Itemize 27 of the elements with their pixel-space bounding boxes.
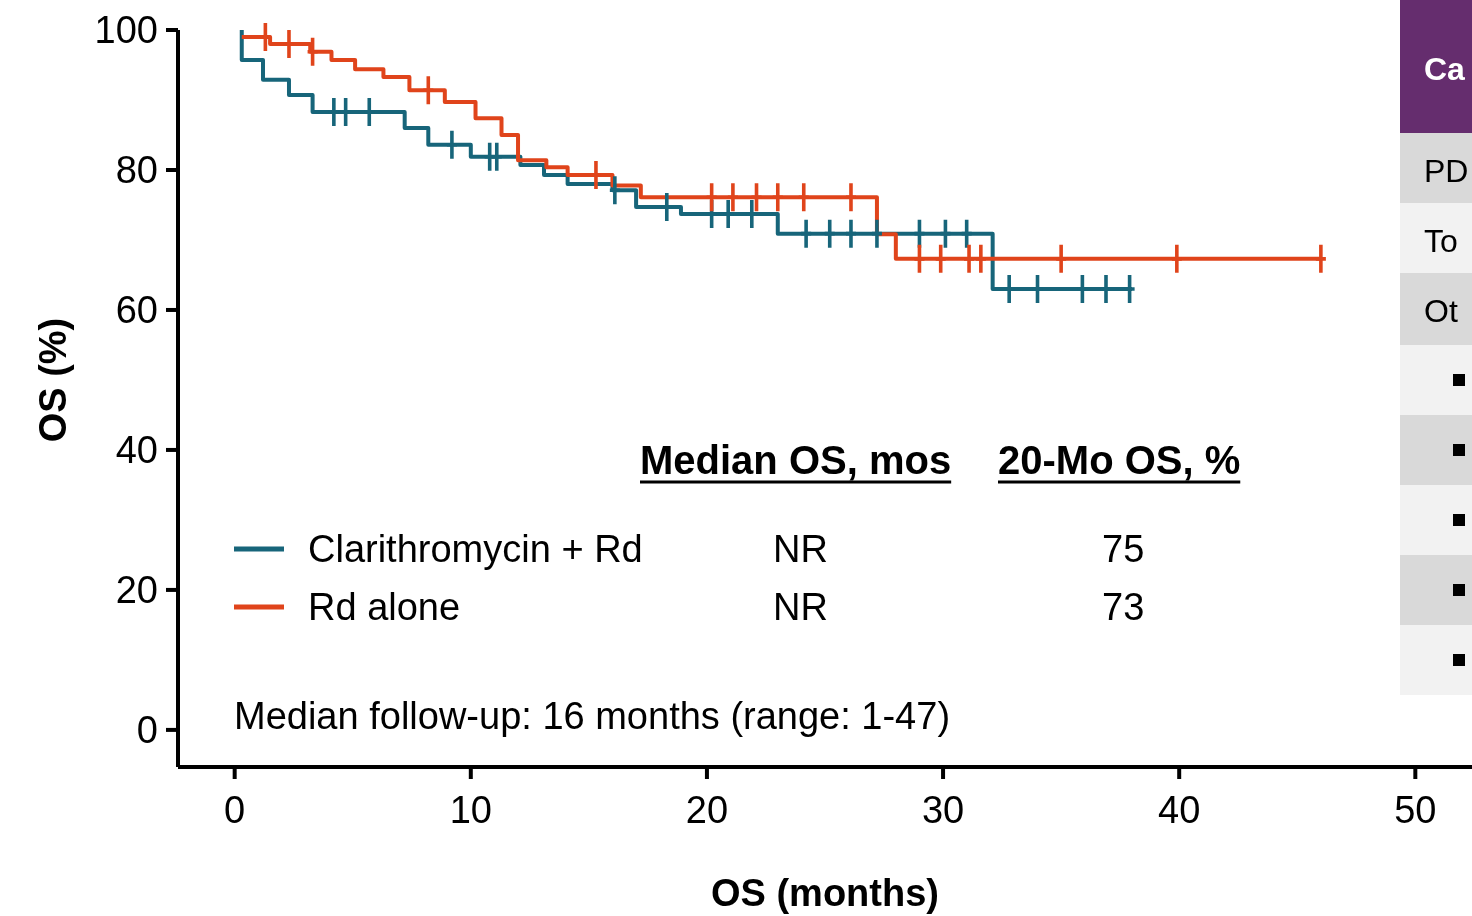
annotation: Median follow-up: 16 months (range: 1-47) xyxy=(234,695,951,737)
y-tick-label: 0 xyxy=(136,709,158,752)
y-tick-label: 60 xyxy=(115,289,158,332)
annotation: To xyxy=(1424,223,1458,259)
x-tick-label: 30 xyxy=(921,789,965,831)
annotation: NR xyxy=(773,586,828,628)
x-axis-title: OS (months) xyxy=(711,872,939,914)
annotation: Median OS, mos xyxy=(640,438,952,482)
legend-label: Clarithromycin + Rd xyxy=(308,528,643,570)
annotation: Ot xyxy=(1424,293,1458,329)
y-tick-label: 80 xyxy=(115,149,158,192)
x-tick-label: 50 xyxy=(1394,789,1437,831)
annotation: 20-Mo OS, % xyxy=(998,438,1241,482)
x-tick-label: 0 xyxy=(224,789,246,831)
x-tick-label: 20 xyxy=(685,789,729,831)
y-tick-label: 40 xyxy=(115,429,158,472)
y-tick-label: 100 xyxy=(94,9,158,52)
annotation: NR xyxy=(773,528,828,570)
y-tick-label: 20 xyxy=(115,569,158,612)
y-axis-title: OS (%) xyxy=(32,317,74,443)
x-tick-label: 10 xyxy=(449,789,492,831)
annotation: PD xyxy=(1424,153,1469,189)
x-tick-label: 40 xyxy=(1158,789,1201,831)
legend-label: Rd alone xyxy=(308,586,461,628)
annotation: 73 xyxy=(1102,586,1145,628)
annotation: 75 xyxy=(1102,528,1145,570)
annotation: Ca xyxy=(1424,51,1466,87)
